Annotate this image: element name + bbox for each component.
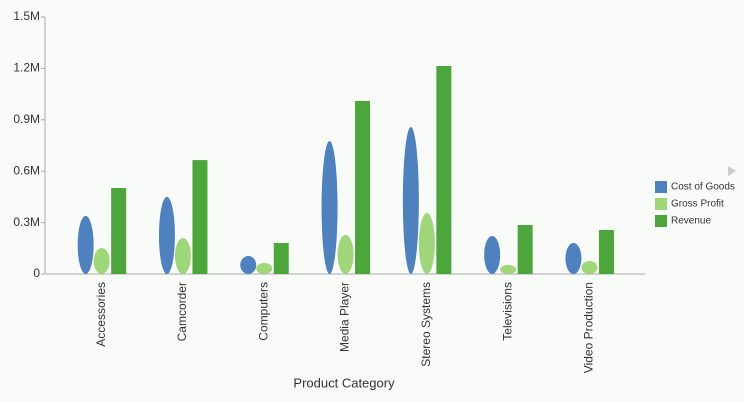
legend-scroll-arrow[interactable]: [728, 166, 736, 176]
bar: [337, 234, 354, 274]
bar: [111, 187, 127, 274]
x-tick-label: Stereo Systems: [419, 282, 433, 367]
bar: [77, 215, 94, 274]
legend-label: Gross Profit: [671, 199, 724, 210]
y-tick-label: 1.2M: [13, 61, 40, 75]
legend-label: Cost of Goods: [671, 182, 735, 193]
bar: [598, 229, 614, 274]
bar: [517, 224, 533, 274]
x-axis-title: Product Category: [293, 375, 395, 390]
bar: [174, 238, 191, 274]
bar: [158, 196, 175, 274]
bar: [402, 126, 419, 274]
x-tick-label: Televisions: [500, 282, 514, 341]
y-tick-label: 0: [33, 266, 40, 280]
bar: [321, 141, 338, 274]
x-tick-label: Accessories: [94, 282, 108, 347]
y-tick-label: 0.6M: [13, 163, 40, 177]
x-tick-label: Video Production: [582, 282, 596, 373]
bar: [500, 264, 517, 274]
bar: [273, 242, 289, 274]
legend-swatch: [655, 198, 667, 210]
bar: [355, 100, 371, 274]
y-tick-label: 0.9M: [13, 112, 40, 126]
bar: [418, 213, 435, 274]
legend-swatch: [655, 181, 667, 193]
bar: [192, 160, 208, 274]
y-tick-label: 1.5M: [13, 9, 40, 23]
bar: [581, 260, 598, 274]
bar: [240, 256, 257, 274]
x-tick-label: Camcorder: [175, 282, 189, 341]
bar: [565, 242, 582, 274]
bar: [93, 247, 110, 274]
x-tick-label: Computers: [256, 282, 270, 341]
y-tick-label: 0.3M: [13, 215, 40, 229]
legend-label: Revenue: [671, 216, 711, 227]
legend-swatch: [655, 215, 667, 227]
bar: [484, 235, 501, 274]
bar: [256, 263, 273, 274]
bar: [436, 66, 452, 274]
x-tick-label: Media Player: [338, 282, 352, 352]
